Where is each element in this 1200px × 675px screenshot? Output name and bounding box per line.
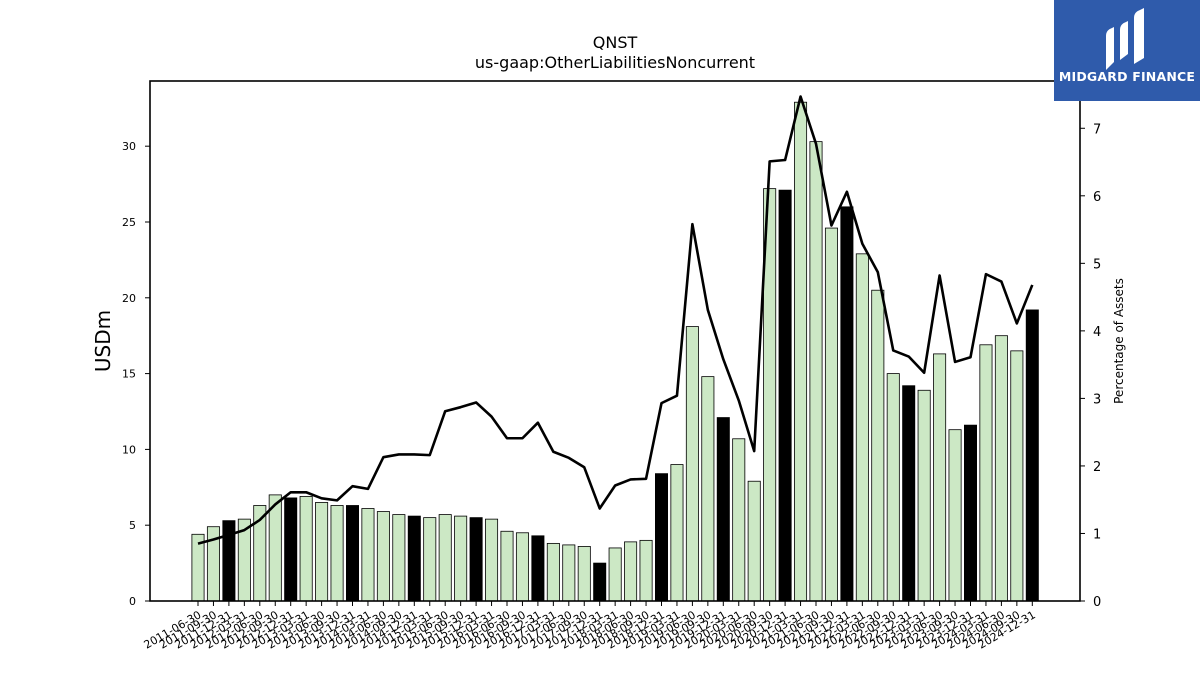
y2-axis-label: Percentage of Assets: [1112, 278, 1126, 404]
bar: [562, 544, 576, 602]
bar: [608, 547, 622, 602]
bar: [639, 539, 653, 602]
bar: [1010, 350, 1024, 602]
bar: [979, 344, 993, 602]
bar: [716, 417, 730, 602]
series-line: [197, 95, 1034, 545]
y2-tick-label: 0: [1093, 595, 1101, 610]
bar: [670, 464, 684, 602]
y2-tick-label: 6: [1093, 190, 1101, 205]
bar: [469, 517, 483, 602]
x-axis: 2011-06-302011-09-302011-12-312012-03-31…: [142, 601, 1038, 652]
bar: [964, 424, 978, 602]
bar: [778, 189, 792, 602]
y-tick-label: 10: [122, 443, 136, 456]
bar: [299, 495, 313, 602]
brand-name: MIDGARD FINANCE: [1058, 69, 1196, 84]
bar: [392, 514, 406, 602]
bar: [701, 376, 715, 602]
y2-tick-label: 5: [1093, 257, 1101, 272]
y-tick-label: 0: [129, 595, 136, 608]
bar: [485, 518, 499, 602]
bar: [886, 373, 900, 602]
bar: [871, 289, 885, 602]
bar: [902, 385, 916, 602]
bar: [191, 533, 205, 602]
bar: [361, 508, 375, 602]
right-axis: 0 1 2 3 4 5 6 7: [1080, 122, 1101, 610]
bar: [500, 530, 514, 602]
bar: [438, 514, 452, 602]
bar: [546, 542, 560, 602]
bar: [948, 429, 962, 602]
bar: [809, 141, 823, 602]
bar: [624, 541, 638, 602]
bar: [515, 532, 529, 602]
bar: [268, 494, 282, 602]
chart-subtitle: us-gaap:OtherLiabilitiesNoncurrent: [475, 53, 755, 72]
bar: [531, 535, 545, 602]
left-axis: 0 5 10 15 20 25 30: [122, 140, 150, 608]
bar: [685, 326, 699, 602]
y2-tick-label: 1: [1093, 527, 1101, 542]
bar: [454, 515, 468, 602]
chart-title: QNST: [593, 33, 638, 52]
bar: [315, 502, 329, 602]
y-axis-label: USDm: [91, 310, 115, 372]
bar: [655, 473, 669, 602]
bar: [330, 505, 344, 602]
bar: [855, 253, 869, 602]
bar: [994, 335, 1008, 602]
bar: [593, 562, 607, 602]
line-layer: [197, 95, 1034, 545]
y2-tick-label: 2: [1093, 460, 1101, 475]
bar: [747, 480, 761, 602]
logo-mark-icon: [1106, 8, 1144, 70]
bar: [824, 227, 838, 602]
bar: [1025, 309, 1039, 602]
y2-tick-label: 4: [1093, 325, 1101, 340]
bar: [917, 389, 931, 602]
bar: [407, 515, 421, 602]
y2-tick-label: 3: [1093, 392, 1101, 407]
bar: [840, 206, 854, 602]
y-tick-label: 20: [122, 292, 136, 305]
y2-tick-label: 7: [1093, 122, 1101, 137]
bar: [345, 505, 359, 602]
bar: [732, 438, 746, 602]
bar: [794, 101, 808, 602]
bar: [933, 353, 947, 602]
bar: [577, 546, 591, 602]
bar: [284, 497, 298, 602]
bar: [423, 517, 437, 602]
y-tick-label: 30: [122, 140, 136, 153]
bar: [376, 511, 390, 602]
y-tick-label: 15: [122, 368, 136, 381]
y-tick-label: 5: [129, 519, 136, 532]
y-tick-label: 25: [122, 216, 136, 229]
bars-layer: [191, 101, 1039, 602]
